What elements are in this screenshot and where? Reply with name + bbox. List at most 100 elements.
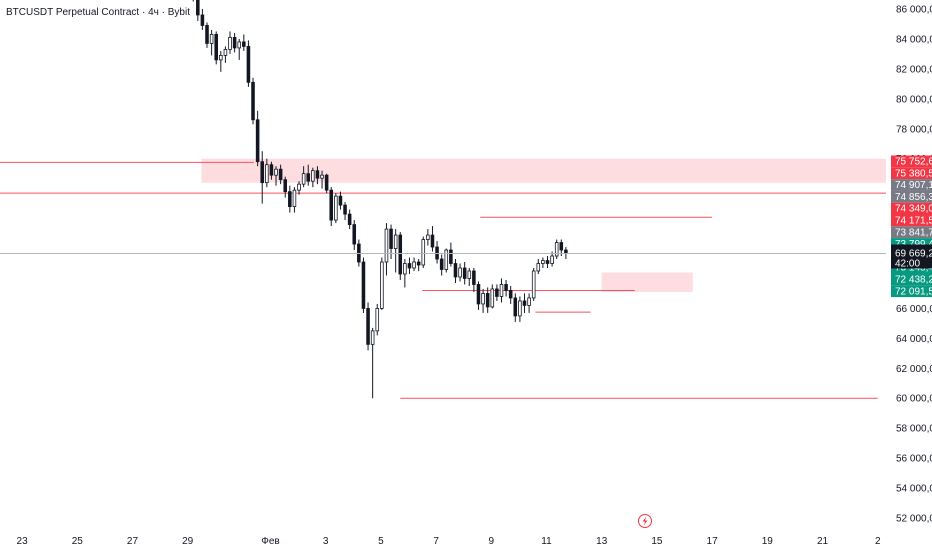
y-tick-label: 66 000,0: [896, 304, 932, 315]
x-tick-label: Фев: [261, 536, 279, 547]
candle-body: [398, 234, 403, 275]
x-tick-label: 3: [323, 536, 329, 547]
y-tick-label: 64 000,0: [896, 334, 932, 345]
price-badge: [891, 226, 932, 239]
price-badge-label: 75 752,6: [895, 157, 932, 168]
price-badge-label: 74 907,1: [895, 180, 932, 191]
candle-body: [531, 270, 536, 299]
price-badge: [891, 155, 932, 168]
candle-body: [306, 173, 311, 182]
candle-body: [416, 261, 421, 266]
price-badge: [891, 238, 932, 250]
candle-body: [490, 288, 495, 308]
x-tick-label: 17: [707, 536, 719, 547]
price-badge-label: 74 856,3: [895, 192, 932, 203]
candle-body: [541, 260, 545, 264]
bar-countdown-label: 42:00: [895, 258, 920, 269]
candle-body: [407, 263, 412, 269]
candle-body: [288, 191, 292, 208]
candle-body: [421, 239, 426, 266]
x-tick-label: 7: [433, 536, 439, 547]
candle-body: [485, 293, 490, 308]
candle-body: [237, 41, 242, 49]
candle-body: [508, 290, 513, 299]
y-tick-label: 82 000,0: [896, 64, 932, 75]
x-tick-label: 15: [651, 536, 663, 547]
x-axis[interactable]: 23 25 27 29 Фев 3 5 7 9 11 13 15 17 19 21 2: [17, 536, 881, 547]
price-badge-label: 74 171,5: [895, 216, 932, 227]
y-tick-label: 86 000,0: [896, 4, 932, 15]
candle-body: [370, 330, 375, 345]
price-badge: [891, 167, 932, 180]
y-tick-label: 62 000,0: [896, 364, 932, 375]
candle-body: [228, 37, 232, 50]
candle-body: [214, 34, 218, 61]
candle-body: [518, 300, 522, 317]
candle-body: [499, 284, 504, 297]
candle-body: [545, 260, 550, 264]
price-badge-label: 72 091,5: [895, 286, 932, 297]
candle-body: [366, 308, 370, 345]
y-tick-label: 60 000,0: [896, 394, 932, 405]
levels-layer: [0, 161, 886, 399]
candle-body: [283, 179, 288, 193]
candle-body: [324, 174, 329, 191]
candle-body: [196, 0, 200, 16]
x-tick-label: 11: [541, 536, 552, 547]
candle-body: [242, 41, 246, 47]
x-tick-label: 13: [596, 536, 608, 547]
candle-body: [453, 263, 458, 278]
candle-body: [380, 261, 384, 309]
candle-body: [292, 189, 297, 208]
zones-layer: [201, 158, 887, 292]
candle-body: [554, 242, 559, 257]
candle-body: [430, 234, 435, 248]
candle-body: [559, 242, 564, 251]
lightning-icon[interactable]: [638, 514, 652, 528]
x-tick-label: 19: [762, 536, 774, 547]
candle-body: [334, 195, 338, 221]
price-badge: [891, 285, 932, 298]
candle-body: [375, 308, 380, 332]
candle-body: [347, 213, 352, 225]
candle-body: [219, 54, 223, 61]
y-tick-label: 56 000,0: [896, 454, 932, 465]
candle-body: [315, 170, 320, 179]
candle-body: [467, 270, 472, 279]
price-badge: [891, 179, 932, 191]
candle-body: [251, 81, 255, 121]
candle-body: [389, 228, 393, 249]
candle-body: [476, 284, 481, 305]
candle-body: [320, 174, 324, 179]
x-tick-label: 2: [875, 536, 881, 547]
price-badges: 75 752,675 380,574 907,174 856,374 349,0…: [891, 155, 932, 298]
price-badge: [891, 202, 932, 215]
price-badge: [891, 190, 932, 203]
candle-body: [274, 168, 278, 176]
candle-body: [513, 297, 518, 317]
price-badge-label: 73 841,7: [895, 227, 932, 238]
y-tick-label: 80 000,0: [896, 94, 932, 105]
candle-body: [301, 173, 306, 185]
candle-body: [232, 37, 237, 49]
x-tick-label: 29: [182, 536, 194, 547]
price-badge: [891, 214, 932, 227]
candle-body: [504, 284, 508, 291]
supply-zone: [601, 272, 693, 292]
candle-body: [205, 25, 209, 44]
candle-body: [426, 234, 430, 240]
candle-body: [265, 164, 269, 184]
candle-body: [462, 267, 467, 279]
candle-body: [527, 297, 531, 306]
candle-body: [311, 170, 315, 182]
y-tick-label: 52 000,0: [896, 514, 932, 525]
candle-body: [458, 267, 462, 278]
candle-body: [255, 119, 260, 163]
y-tick-label: 54 000,0: [896, 484, 932, 495]
x-tick-label: 9: [489, 536, 495, 547]
candle-body: [329, 189, 334, 221]
candle-body: [444, 249, 449, 270]
candle-body: [472, 270, 476, 285]
candle-body: [522, 300, 527, 306]
